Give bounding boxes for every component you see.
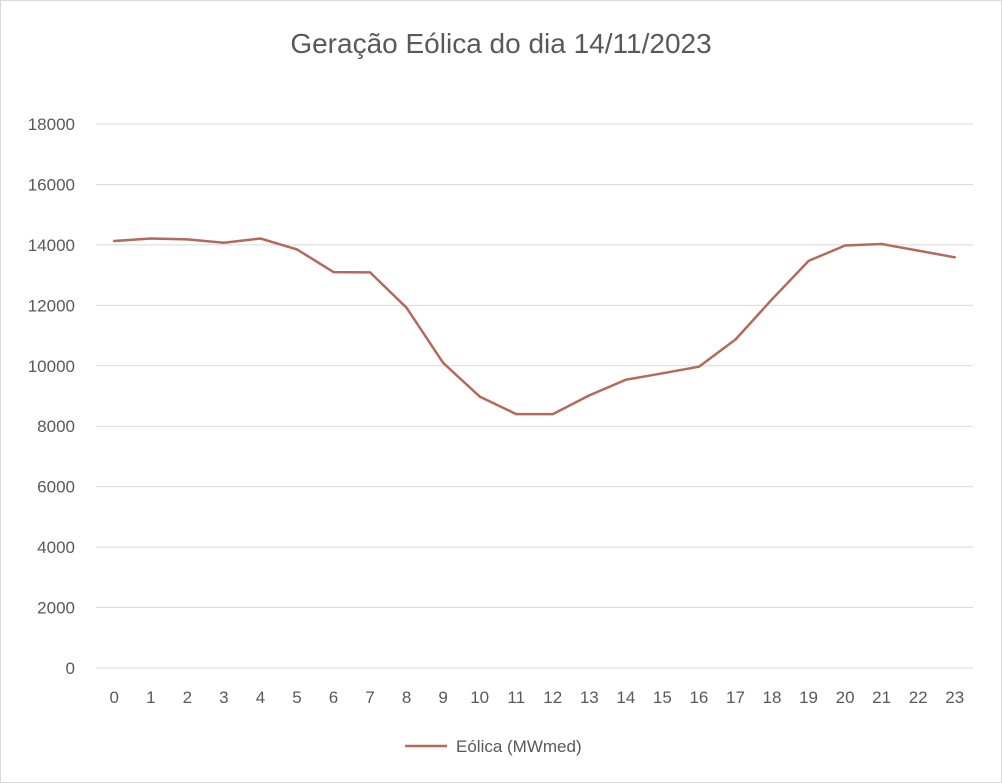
series-line-eolica [113, 237, 956, 416]
x-tick-label-9: 9 [438, 688, 447, 707]
legend-label-eolica: Eólica (MWmed) [456, 737, 582, 756]
y-tick-label-12000: 12000 [28, 296, 75, 315]
data-point-hour-13 [588, 394, 591, 397]
x-tick-label-0: 0 [110, 688, 119, 707]
gridlines [96, 123, 973, 669]
data-point-hour-10 [478, 395, 481, 398]
x-tick-label-11: 11 [507, 688, 525, 707]
y-tick-label-2000: 2000 [37, 599, 75, 618]
x-tick-label-7: 7 [365, 688, 374, 707]
y-tick-label-8000: 8000 [37, 417, 75, 436]
x-tick-label-13: 13 [580, 688, 599, 707]
x-tick-label-23: 23 [945, 688, 964, 707]
y-axis-tick-labels: 0 2000 4000 6000 8000 10000 12000 14000 16000 180… [28, 115, 75, 678]
data-point-hour-11 [515, 412, 518, 416]
y-tick-label-16000: 16000 [28, 175, 75, 194]
x-tick-label-17: 17 [726, 688, 745, 707]
y-tick-label-0: 0 [66, 659, 75, 678]
x-tick-label-6: 6 [329, 688, 338, 707]
y-tick-label-4000: 4000 [37, 538, 75, 557]
data-point-hour-21 [880, 242, 883, 246]
data-point-hour-5 [295, 248, 299, 251]
y-tick-label-10000: 10000 [28, 357, 75, 376]
x-tick-label-16: 16 [689, 688, 708, 707]
x-tick-label-2: 2 [183, 688, 192, 707]
x-tick-label-1: 1 [146, 688, 155, 707]
x-tick-label-5: 5 [292, 688, 301, 707]
data-point-hour-15 [661, 372, 664, 375]
data-point-hour-16 [697, 365, 701, 368]
data-point-hour-19 [807, 259, 810, 263]
data-point-hour-8 [405, 306, 408, 309]
x-tick-label-18: 18 [763, 688, 782, 707]
data-point-hour-20 [843, 244, 847, 247]
data-point-hour-12 [551, 412, 554, 416]
data-point-hour-14 [624, 378, 628, 381]
data-point-hour-2 [186, 238, 189, 241]
legend: Eólica (MWmed) [405, 737, 582, 756]
data-point-hour-4 [259, 237, 262, 240]
data-point-hour-23 [953, 256, 956, 259]
data-point-hour-6 [332, 270, 335, 274]
x-tick-label-15: 15 [653, 688, 672, 707]
y-tick-label-18000: 18000 [28, 115, 75, 134]
data-point-hour-7 [368, 271, 372, 274]
data-point-hour-9 [441, 361, 445, 364]
series-layer [113, 237, 956, 416]
x-tick-label-14: 14 [616, 688, 635, 707]
x-tick-label-22: 22 [909, 688, 928, 707]
x-tick-label-12: 12 [543, 688, 562, 707]
data-point-hour-3 [222, 241, 226, 244]
x-tick-label-3: 3 [219, 688, 228, 707]
x-tick-label-4: 4 [256, 688, 265, 707]
data-point-hour-17 [734, 338, 737, 341]
x-tick-label-19: 19 [799, 688, 818, 707]
data-point-hour-18 [770, 298, 774, 301]
data-point-hour-22 [916, 249, 920, 252]
data-point-hour-1 [149, 237, 153, 240]
x-tick-label-8: 8 [402, 688, 411, 707]
x-tick-label-21: 21 [872, 688, 891, 707]
chart-title: Geração Eólica do dia 14/11/2023 [290, 28, 711, 59]
x-tick-label-20: 20 [836, 688, 855, 707]
y-tick-label-14000: 14000 [28, 236, 75, 255]
x-axis-tick-labels: 0 1 2 3 4 5 6 7 8 9 10 11 12 13 14 15 16 17 18 19 20 21 22 23 [110, 688, 965, 707]
x-tick-label-10: 10 [470, 688, 489, 707]
data-point-hour-0 [113, 239, 116, 243]
y-tick-label-6000: 6000 [37, 478, 75, 497]
